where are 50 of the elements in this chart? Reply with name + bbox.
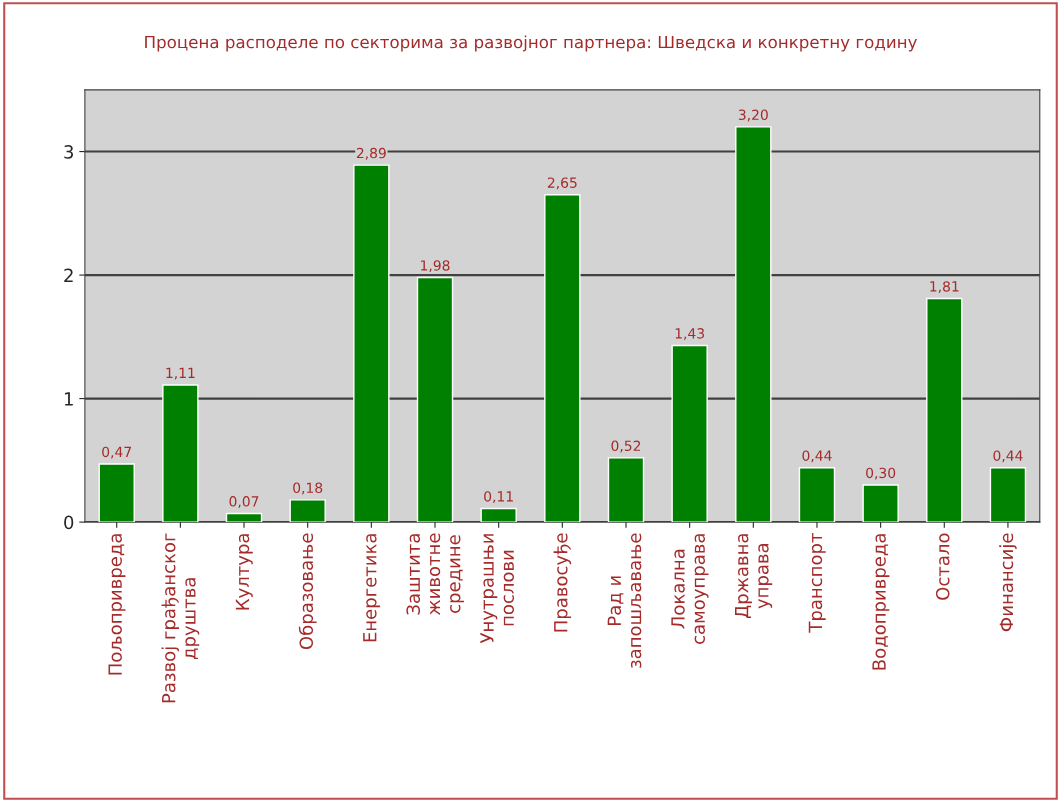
bar	[480, 507, 517, 523]
x-tick-label: Заштита животне средине	[406, 533, 464, 616]
x-tick-label: Државна управа	[735, 534, 773, 619]
data-label: 1,81	[930, 281, 959, 294]
x-tick-label: Пољопривреда	[108, 534, 126, 675]
data-label: 0,44	[993, 450, 1023, 463]
x-tick-label: Развој грађанског друштва	[161, 533, 200, 703]
data-label: 1,43	[675, 328, 704, 341]
x-tick-label: Култура	[235, 534, 253, 610]
data-label: 2,89	[356, 147, 386, 160]
data-label: 0,52	[611, 440, 641, 453]
bar	[544, 194, 581, 523]
x-tick-label: Локална самоуправа	[671, 534, 709, 644]
data-label: 0,44	[802, 450, 832, 463]
bar	[416, 276, 454, 523]
x-tick-label: Рад и запошљавање	[607, 533, 642, 668]
x-tick-label: Водопривреда	[872, 534, 890, 670]
bar	[735, 126, 772, 523]
bar	[98, 463, 135, 523]
bar	[862, 484, 899, 523]
bar	[607, 457, 645, 523]
x-tick-label: Финансије	[999, 533, 1017, 632]
data-label: 3,20	[738, 109, 768, 122]
x-tick-label: Транспорт	[808, 533, 826, 633]
bar	[289, 499, 326, 523]
data-label: 0,07	[229, 496, 259, 509]
x-tick-label: Правосуђе	[553, 533, 572, 632]
bar	[926, 297, 963, 523]
bar	[353, 164, 390, 523]
data-label: 2,65	[547, 177, 577, 190]
bar	[671, 344, 708, 523]
x-tick-label: Образовање	[298, 533, 317, 650]
x-tick-label: Унутрашњи послови	[480, 534, 515, 644]
chart-title: Процена расподеле по секторима за развојног партнера: Шведска и конкретну годину	[145, 35, 917, 52]
y-tick-label: 1	[64, 392, 73, 406]
data-label: 0,47	[102, 446, 131, 459]
data-label: 1,98	[421, 260, 450, 273]
data-label: 0,11	[484, 491, 513, 504]
bar	[162, 384, 199, 523]
bar	[798, 467, 836, 523]
y-tick-label: 2	[64, 268, 73, 282]
y-tick-label: 3	[64, 145, 74, 159]
data-label: 0,30	[866, 467, 896, 480]
x-tick-label: Остало	[935, 533, 950, 600]
y-tick-label: 0	[64, 515, 74, 530]
x-tick-label: Енергетика	[363, 534, 381, 642]
data-label: 1,11	[166, 367, 195, 380]
data-label: 0,18	[293, 482, 323, 495]
bar	[225, 512, 263, 523]
bar	[989, 467, 1027, 523]
